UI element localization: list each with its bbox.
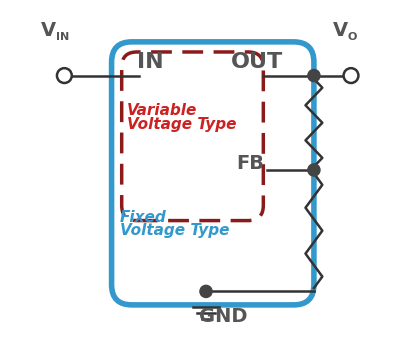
Text: OUT: OUT xyxy=(231,52,283,72)
Text: GND: GND xyxy=(199,307,248,326)
Text: Voltage Type: Voltage Type xyxy=(127,117,236,132)
Text: V: V xyxy=(41,20,56,39)
Text: O: O xyxy=(348,32,357,42)
Circle shape xyxy=(57,68,72,83)
Text: V: V xyxy=(332,20,348,39)
Text: IN: IN xyxy=(56,32,69,42)
Text: Voltage Type: Voltage Type xyxy=(120,223,229,238)
Circle shape xyxy=(308,69,320,82)
Circle shape xyxy=(344,68,358,83)
Text: IN: IN xyxy=(137,52,164,72)
Text: Fixed: Fixed xyxy=(120,210,167,225)
Circle shape xyxy=(308,164,320,176)
Text: Variable: Variable xyxy=(127,103,197,118)
Text: FB: FB xyxy=(236,154,265,173)
Circle shape xyxy=(200,285,212,298)
